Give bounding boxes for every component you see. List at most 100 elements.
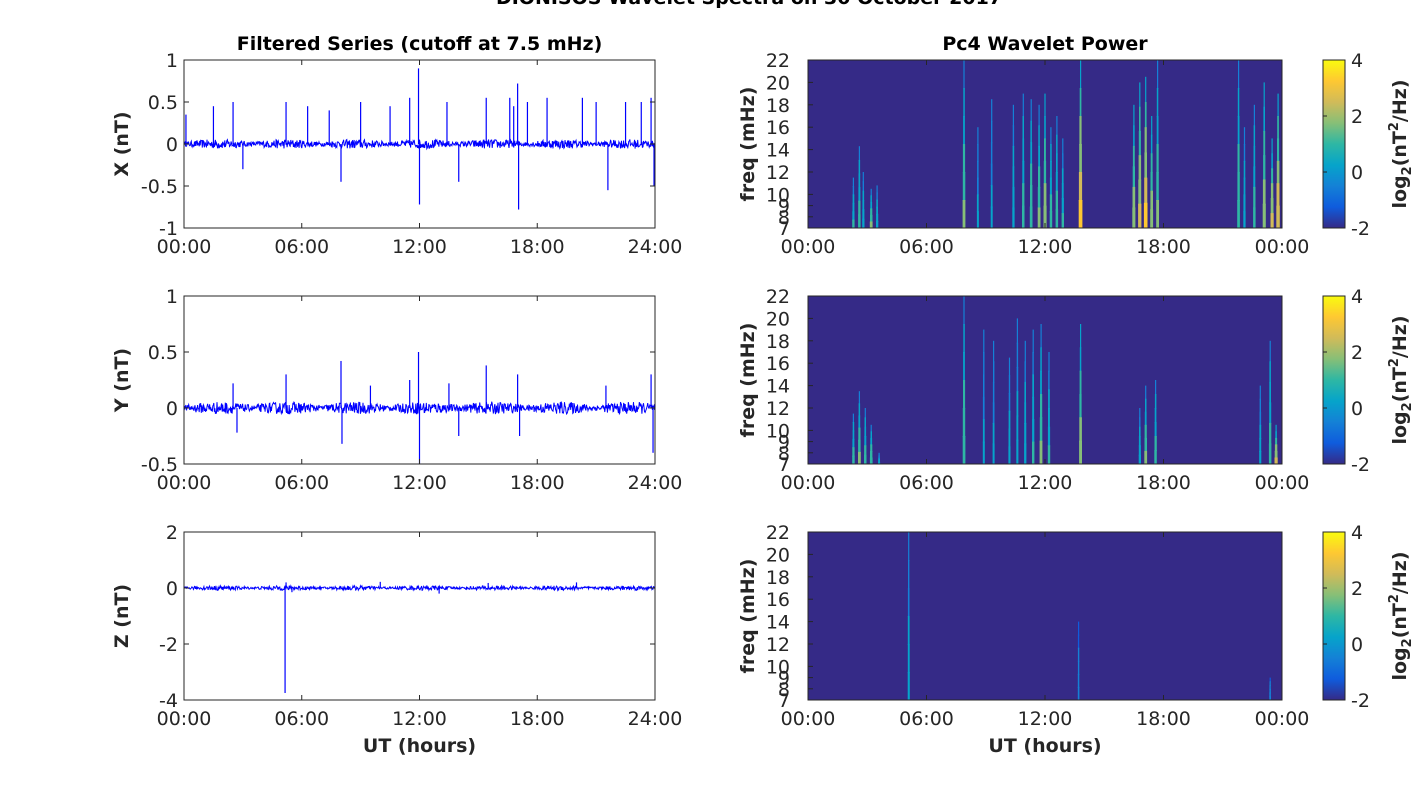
- power-streak: [963, 296, 965, 325]
- y-tick-label: 12: [766, 634, 790, 656]
- power-streaks: [852, 60, 1280, 228]
- power-streak: [870, 437, 873, 446]
- colorbar-1: 4 2 0 -2 log2(nT2/Hz): [1322, 50, 1415, 240]
- power-streak: [876, 185, 878, 194]
- power-streak: [1274, 457, 1278, 464]
- y-tick-label: 7: [778, 218, 790, 240]
- power-streak: [1062, 153, 1064, 170]
- power-streak: [1061, 198, 1064, 214]
- power-streak: [1139, 106, 1141, 132]
- power-streak: [1022, 93, 1024, 117]
- power-streak: [862, 200, 865, 211]
- y-tick-label: -0.5: [141, 454, 178, 476]
- power-streak: [1044, 138, 1046, 162]
- power-background: [808, 532, 1282, 700]
- power-streak: [1269, 677, 1271, 683]
- power-streak: [852, 194, 855, 204]
- power-streak: [1008, 375, 1011, 394]
- power-streaks: [907, 532, 1271, 700]
- y-tick-label: 22: [766, 522, 790, 544]
- panel-title: Filtered Series (cutoff at 7.5 mHz): [237, 33, 603, 55]
- y-tick-label: 0.5: [148, 92, 178, 114]
- power-streak: [1138, 130, 1141, 157]
- power-streak: [1078, 172, 1083, 201]
- power-streak: [1275, 431, 1277, 439]
- power-streak: [1037, 207, 1041, 228]
- power-streak: [1269, 402, 1272, 424]
- series-panel-1: 1 0.5 0 -0.5 -100:00 06:00 12:00 18:00 24:00 X (n…: [111, 33, 682, 258]
- x-tick-label: 00:00: [157, 708, 212, 730]
- power-streak: [1030, 142, 1033, 165]
- power-streak: [1259, 437, 1262, 452]
- series-panel-2: 1 0.5 0 -0.500:00 06:00 12:00 18:00 24:00 Y (nT): [111, 286, 682, 494]
- power-streak: [1012, 145, 1015, 168]
- power-streak: [876, 213, 879, 222]
- colorbar-label: log2(nT2/Hz): [1387, 315, 1415, 444]
- power-streak: [1150, 153, 1153, 173]
- power-streak: [852, 438, 855, 449]
- power-streak: [1056, 116, 1058, 136]
- y-tick-label: 2: [166, 522, 178, 544]
- power-streak: [907, 616, 910, 645]
- power-streak: [858, 391, 860, 405]
- x-tick-label: 24:00: [628, 236, 683, 258]
- power-streak: [1138, 445, 1141, 456]
- power-streak: [990, 185, 993, 208]
- power-streak: [878, 458, 880, 462]
- x-tick-label: 12:00: [392, 236, 447, 258]
- power-streak: [1061, 213, 1064, 228]
- power-streak: [878, 462, 881, 464]
- power-streak: [864, 445, 867, 456]
- power-streak: [1032, 419, 1035, 443]
- power-streak: [1144, 450, 1148, 464]
- x-tick-label: 00:00: [1255, 236, 1310, 258]
- power-streak: [1038, 125, 1040, 147]
- y-tick-label: -0.5: [141, 176, 178, 198]
- power-streak: [869, 221, 873, 228]
- y-tick-label: 20: [766, 72, 790, 94]
- x-tick-label: 24:00: [628, 708, 683, 730]
- power-streak: [1049, 177, 1052, 196]
- colorbar-tick-label: -2: [1351, 690, 1370, 712]
- power-streak: [1079, 440, 1082, 464]
- y-tick-label: 10: [766, 420, 790, 442]
- power-streak: [1132, 186, 1136, 209]
- power-streak: [1056, 134, 1058, 155]
- power-streak: [1237, 200, 1240, 228]
- power-streak: [1048, 389, 1050, 409]
- power-streak: [1022, 160, 1025, 185]
- power-streak: [1056, 153, 1058, 173]
- power-streak: [1049, 194, 1053, 213]
- power-streak: [1022, 205, 1025, 228]
- power-streak: [1012, 125, 1015, 147]
- power-streak: [1243, 160, 1246, 179]
- power-streak: [1144, 411, 1147, 426]
- colorbar-tick-label: 2: [1351, 106, 1363, 128]
- power-streak: [1077, 686, 1080, 700]
- power-streak: [1263, 130, 1266, 157]
- power-streak: [1154, 422, 1157, 437]
- power-streak: [992, 402, 995, 424]
- power-streak: [858, 403, 861, 417]
- power-streak: [1077, 634, 1080, 649]
- power-streak: [1276, 205, 1280, 228]
- power-streak: [858, 173, 861, 189]
- power-streak: [1253, 207, 1256, 228]
- power-streak: [1038, 166, 1041, 188]
- colorbar-label: log2(nT2/Hz): [1387, 79, 1415, 208]
- x-tick-label: 18:00: [1136, 236, 1191, 258]
- power-streak: [852, 422, 855, 432]
- y-tick-label: 14: [766, 376, 790, 398]
- power-streak: [1061, 183, 1064, 200]
- y-tick-label: 7: [778, 454, 790, 476]
- power-streak: [1269, 381, 1271, 404]
- power-streak: [852, 447, 855, 457]
- power-streak: [982, 441, 985, 464]
- colorbar-gradient: [1322, 295, 1346, 465]
- power-streak: [1144, 127, 1147, 154]
- power-streak: [852, 413, 854, 423]
- colorbar-tick-label: 2: [1351, 578, 1363, 600]
- power-streak: [993, 361, 995, 383]
- power-streak: [1079, 116, 1082, 145]
